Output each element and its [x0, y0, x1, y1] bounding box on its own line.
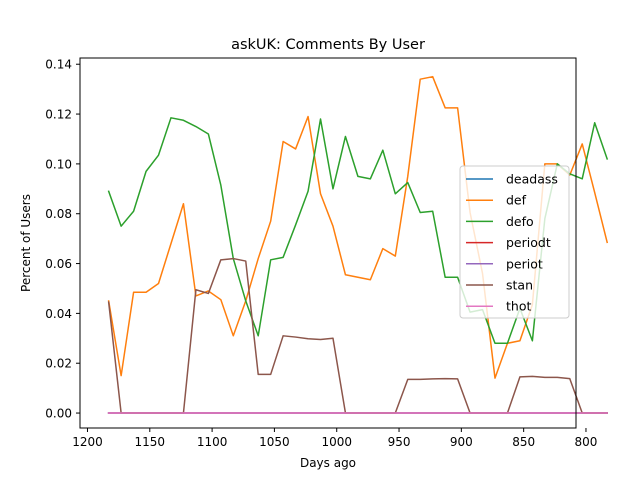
y-tick-label: 0.10 — [45, 157, 72, 171]
y-tick-label: 0.08 — [45, 207, 72, 221]
legend-box — [459, 165, 570, 319]
x-axis-title: Days ago — [300, 456, 356, 470]
legend-label-periot: periot — [506, 256, 543, 271]
series-line-defo — [107, 117, 609, 345]
legend-label-periodt: periodt — [506, 235, 551, 250]
x-tick-label: 1200 — [72, 435, 103, 449]
legend-label-def: def — [506, 193, 527, 208]
x-tick-label: 800 — [575, 435, 598, 449]
y-axis-title: Percent of Users — [19, 194, 33, 292]
legend: deadass def defo periodt periot stan thot — [459, 165, 570, 319]
x-tick-label: 950 — [388, 435, 411, 449]
x-tick-label: 1150 — [135, 435, 166, 449]
x-axis: 1200 1150 1100 1050 1000 950 900 850 800 — [72, 428, 597, 449]
legend-label-deadass: deadass — [506, 172, 558, 187]
x-tick-label: 1000 — [321, 435, 352, 449]
y-tick-label: 0.12 — [45, 108, 72, 122]
chart-title: askUK: Comments By User — [231, 37, 425, 53]
series-layer — [107, 75, 609, 414]
y-tick-label: 0.04 — [45, 307, 72, 321]
legend-items: deadass def defo periodt periot stan thot — [466, 172, 558, 314]
series-line-def — [107, 75, 609, 379]
y-axis: 0.00 0.02 0.04 0.06 0.08 0.10 0.12 0.14 — [45, 58, 80, 421]
x-tick-label: 900 — [450, 435, 473, 449]
legend-label-defo: defo — [506, 214, 534, 229]
legend-label-thot: thot — [506, 299, 531, 314]
x-tick-label: 1050 — [259, 435, 290, 449]
y-tick-label: 0.02 — [45, 357, 72, 371]
y-tick-label: 0.14 — [45, 58, 72, 72]
y-tick-label: 0.00 — [45, 407, 72, 421]
axes-frame — [79, 57, 577, 429]
x-tick-label: 1100 — [197, 435, 228, 449]
x-tick-label: 850 — [512, 435, 535, 449]
legend-label-stan: stan — [506, 278, 533, 293]
y-tick-label: 0.06 — [45, 257, 72, 271]
